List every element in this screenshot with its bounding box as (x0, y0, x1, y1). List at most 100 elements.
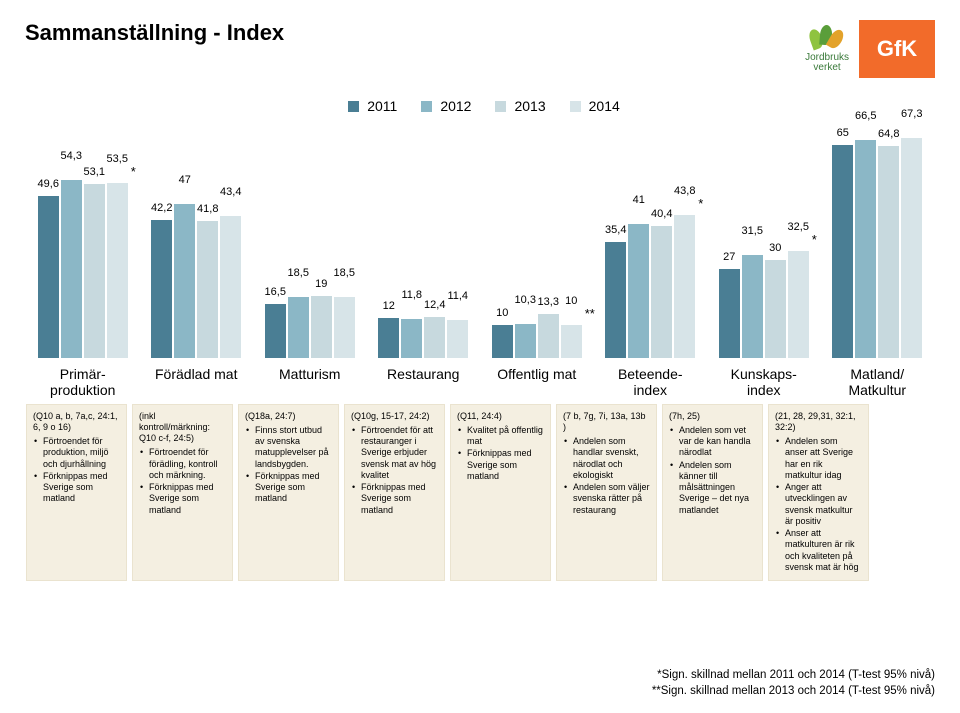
bar-value: 41,8 (197, 203, 218, 215)
bar: 10,3 (515, 324, 536, 358)
category-label: Offentlig mat (480, 366, 594, 398)
bar-value: 54,3 (61, 150, 82, 162)
bar-value: 16,5 (265, 286, 286, 298)
legend-swatch (570, 101, 581, 112)
legend: 2011201220132014 (25, 98, 935, 115)
bar: 64,8 (878, 146, 899, 358)
bar-value: 53,5 (107, 153, 128, 165)
bar-value: 67,3 (901, 108, 922, 120)
bar-value: 43,4 (220, 186, 241, 198)
category-label: Matturism (253, 366, 367, 398)
bar-value: 10 (496, 307, 508, 319)
card-questions: (7 b, 7g, 7i, 13a, 13b ) (563, 411, 650, 434)
bar-value: 35,4 (605, 224, 626, 236)
bar: 16,5 (265, 304, 286, 358)
category-label: Matland/Matkultur (821, 366, 935, 398)
legend-item: 2012 (413, 98, 471, 114)
bar-value: 32,5 (788, 221, 809, 233)
bar: 27 (719, 269, 740, 357)
card-item: Förknippas med Sverige som matland (361, 482, 438, 516)
card-items: Finns stort utbud av svenska matupplevel… (245, 425, 332, 505)
bar-value: 31,5 (742, 225, 763, 237)
significance-marker: * (131, 164, 136, 179)
card-item: Kvalitet på offentlig mat (467, 425, 544, 448)
info-card: (inkl kontroll/märkning: Q10 c-f, 24:5)F… (132, 404, 233, 582)
bar: 49,6 (38, 196, 59, 358)
card-item: Förknippas med Sverige som matland (43, 471, 120, 505)
bar: 10 (492, 325, 513, 358)
bar-value: 12 (383, 300, 395, 312)
bar-value: 13,3 (538, 296, 559, 308)
bar-value: 49,6 (38, 178, 59, 190)
legend-swatch (495, 101, 506, 112)
card-item: Andelen som väljer svenska rätter på res… (573, 482, 650, 516)
info-card: (7h, 25) Andelen som vet var de kan handl… (662, 404, 763, 582)
bar-value: 18,5 (288, 267, 309, 279)
info-card: (Q10 a, b, 7a,c, 24:1, 6, 9 o 16)Förtroe… (26, 404, 127, 582)
info-card: (Q10g, 15-17, 24:2)Förtroendet för att r… (344, 404, 445, 582)
bar: 18,5 (288, 297, 309, 357)
bar-group: 42,24741,843,4 (151, 204, 241, 357)
card-item: Förknippas med Sverige som matland (255, 471, 332, 505)
significance-marker: * (698, 196, 703, 211)
category-label: Kunskaps-index (707, 366, 821, 398)
bar-value: 12,4 (424, 299, 445, 311)
bar: 19 (311, 296, 332, 358)
bar: 66,5 (855, 140, 876, 357)
bar: 43,4 (220, 216, 241, 358)
info-card: (7 b, 7g, 7i, 13a, 13b )Andelen som hand… (556, 404, 657, 582)
cards-row: (Q10 a, b, 7a,c, 24:1, 6, 9 o 16)Förtroe… (26, 404, 934, 582)
bar: 32,5 (788, 251, 809, 357)
bar-value: 40,4 (651, 208, 672, 220)
bar-value: 47 (179, 174, 191, 186)
legend-swatch (348, 101, 359, 112)
card-items: Kvalitet på offentlig matFörknippas med … (457, 425, 544, 482)
card-questions: (Q10g, 15-17, 24:2) (351, 411, 438, 422)
bar: 53,1 (84, 184, 105, 357)
bar: 67,3 (901, 138, 922, 358)
card-questions: (inkl kontroll/märkning: Q10 c-f, 24:5) (139, 411, 226, 445)
bar: 40,4 (651, 226, 672, 358)
legend-swatch (421, 101, 432, 112)
card-items: Förtroendet för förädling, kontroll och … (139, 447, 226, 516)
bar: 41 (628, 224, 649, 358)
bar: 54,3 (61, 180, 82, 357)
bar: 47 (174, 204, 195, 357)
info-card: (Q18a, 24:7)Finns stort utbud av svenska… (238, 404, 339, 582)
card-items: Andelen som handlar svenskt, närodlat oc… (563, 436, 650, 516)
bar: 18,5 (334, 297, 355, 357)
bar: 31,5 (742, 255, 763, 358)
card-item: Andelen som vet var de kan handla närodl… (679, 425, 756, 459)
bar-value: 30 (769, 242, 781, 254)
significance-marker: * (812, 232, 817, 247)
bar: 12 (378, 318, 399, 357)
bar-group: 2731,53032,5* (719, 251, 809, 357)
legend-item: 2014 (562, 98, 620, 114)
footnote-1: *Sign. skillnad mellan 2011 och 2014 (T-… (652, 667, 935, 683)
card-item: Förknippas med Sverige som matland (149, 482, 226, 516)
card-items: Andelen som vet var de kan handla närodl… (669, 425, 756, 516)
bar-group: 1010,313,310** (492, 314, 582, 357)
page-title: Sammanställning - Index (25, 20, 284, 46)
category-label: Restaurang (367, 366, 481, 398)
category-label: Förädlad mat (140, 366, 254, 398)
card-item: Andelen som känner till målsättningen Sv… (679, 460, 756, 516)
card-questions: (7h, 25) (669, 411, 756, 422)
jordbruksverket-logo: Jordbruksverket (805, 25, 849, 73)
bar-value: 64,8 (878, 128, 899, 140)
bar-group: 16,518,51918,5 (265, 296, 355, 358)
bar: 13,3 (538, 314, 559, 357)
card-item: Anger att utvecklingen av svensk matkult… (785, 482, 862, 527)
card-item: Andelen som anser att Sverige har en rik… (785, 436, 862, 481)
card-questions: (21, 28, 29,31, 32:1, 32:2) (775, 411, 862, 434)
card-item: Finns stort utbud av svenska matupplevel… (255, 425, 332, 470)
bar: 11,4 (447, 320, 468, 357)
bar-value: 10,3 (515, 294, 536, 306)
bar-value: 65 (837, 127, 849, 139)
bar-value: 19 (315, 278, 327, 290)
bar-value: 43,8 (674, 185, 695, 197)
legend-item: 2013 (487, 98, 545, 114)
bar: 35,4 (605, 242, 626, 358)
bar-value: 53,1 (84, 166, 105, 178)
card-item: Förtroendet för produktion, miljö och dj… (43, 436, 120, 470)
